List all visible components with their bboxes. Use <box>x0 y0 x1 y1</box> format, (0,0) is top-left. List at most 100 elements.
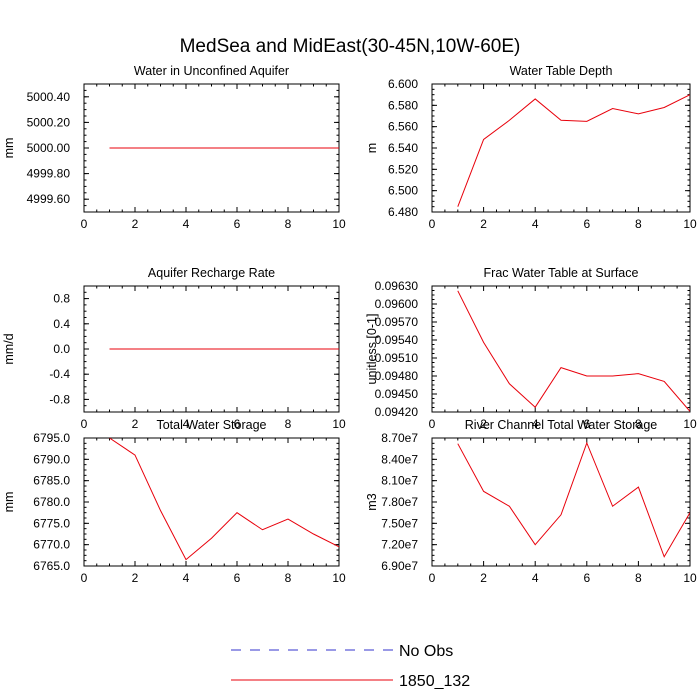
panel-title: Total Water Storage <box>156 418 266 432</box>
y-tick-label: -0.4 <box>49 367 70 381</box>
y-tick-label: 7.20e7 <box>381 538 418 552</box>
y-tick-label: 0.09630 <box>375 279 419 293</box>
y-tick-label: 0.09570 <box>375 315 419 329</box>
y-tick-label: 6785.0 <box>33 474 70 488</box>
y-tick-label: 6.580 <box>388 98 418 112</box>
y-tick-label: 5000.00 <box>27 141 71 155</box>
panel-1: 0 2 4 6 8 10 4999.60 4999.80 5000.00 5000.20 5000.… <box>2 64 346 231</box>
y-tick-label: 0.09450 <box>375 387 419 401</box>
y-axis-label: mm <box>2 138 16 159</box>
panel-5: 0 2 4 6 8 10 6765.0 6770.0 6775.0 6780.0 6785.0 679… <box>2 418 346 585</box>
y-tick-label: 6775.0 <box>33 516 70 530</box>
y-tick-label: 0.0 <box>53 342 70 356</box>
x-tick-label: 8 <box>285 571 292 585</box>
panel-4: 0 2 4 6 8 10 0.09420 0.09450 0.09480 0.09510 0.095… <box>365 266 697 431</box>
y-tick-label: 6770.0 <box>33 538 70 552</box>
y-tick-label: 8.10e7 <box>381 474 418 488</box>
x-tick-label: 10 <box>683 217 697 231</box>
y-tick-label: 6.520 <box>388 162 418 176</box>
x-tick-label: 10 <box>332 571 346 585</box>
x-tick-label: 2 <box>132 571 139 585</box>
series-line-1850-132 <box>109 438 339 561</box>
x-tick-label: 2 <box>480 217 487 231</box>
legend-label-1850-132: 1850_132 <box>399 673 470 690</box>
x-tick-label: 6 <box>234 571 241 585</box>
x-tick-label: 4 <box>532 571 539 585</box>
x-tick-label: 2 <box>132 417 139 431</box>
y-tick-label: 6.500 <box>388 184 418 198</box>
panel-title: Aquifer Recharge Rate <box>148 266 275 280</box>
x-tick-label: 10 <box>683 571 697 585</box>
x-tick-label: 0 <box>429 571 436 585</box>
y-tick-label: 7.50e7 <box>381 516 418 530</box>
x-tick-label: 4 <box>532 217 539 231</box>
x-tick-label: 4 <box>183 417 190 431</box>
x-tick-label: 8 <box>635 571 642 585</box>
y-tick-label: 0.09540 <box>375 333 419 347</box>
y-tick-label: 6.90e7 <box>381 559 418 573</box>
panel-6: 0 2 4 6 8 10 6.90e7 7.20e7 7.50e7 7.80e7 8.10e7 8.4… <box>365 418 697 585</box>
series-line-1850-132 <box>457 290 690 412</box>
x-tick-label: 0 <box>429 417 436 431</box>
y-tick-label: 0.8 <box>53 292 70 306</box>
y-tick-label: 6795.0 <box>33 431 70 445</box>
x-tick-label: 8 <box>285 417 292 431</box>
y-tick-label: 0.09510 <box>375 351 419 365</box>
x-tick-label: 0 <box>429 217 436 231</box>
x-tick-label: 8 <box>635 417 642 431</box>
y-tick-label: 6780.0 <box>33 495 70 509</box>
x-tick-label: 2 <box>132 217 139 231</box>
y-tick-label: 8.70e7 <box>381 431 418 445</box>
y-tick-label: 0.09420 <box>375 405 419 419</box>
x-tick-label: 0 <box>81 571 88 585</box>
series-line-1850-132 <box>457 441 690 558</box>
x-tick-label: 6 <box>234 217 241 231</box>
y-axis-label: m <box>365 143 379 153</box>
y-tick-label: 6.560 <box>388 120 418 134</box>
legend: No Obs 1850_132 <box>231 643 470 690</box>
panel-title: Water in Unconfined Aquifer <box>134 64 289 78</box>
x-tick-label: 4 <box>183 571 190 585</box>
y-tick-label: 6.480 <box>388 205 418 219</box>
x-tick-label: 2 <box>480 571 487 585</box>
y-tick-label: 6790.0 <box>33 452 70 466</box>
y-tick-label: 6.540 <box>388 141 418 155</box>
x-tick-label: 0 <box>81 217 88 231</box>
x-tick-label: 8 <box>635 217 642 231</box>
y-tick-label: 5000.40 <box>27 90 71 104</box>
y-tick-label: 4999.80 <box>27 167 71 181</box>
y-tick-label: 4999.60 <box>27 192 71 206</box>
x-tick-label: 6 <box>583 417 590 431</box>
x-tick-label: 4 <box>532 417 539 431</box>
series-line-1850-132 <box>457 94 690 207</box>
x-tick-label: 10 <box>332 217 346 231</box>
legend-label-no-obs: No Obs <box>399 643 453 660</box>
figure-title: MedSea and MidEast(30-45N,10W-60E) <box>180 36 521 57</box>
panel-3: 0 2 4 6 8 10 -0.8 -0.4 0.0 0.4 0.8 Aquifer Recharge… <box>2 266 346 431</box>
y-axis-label: mm <box>2 492 16 513</box>
y-tick-label: 0.09480 <box>375 369 419 383</box>
y-tick-label: 6.600 <box>388 77 418 91</box>
y-tick-label: 6765.0 <box>33 559 70 573</box>
y-tick-label: 5000.20 <box>27 115 71 129</box>
panel-title: Frac Water Table at Surface <box>484 266 639 280</box>
y-tick-label: 0.09600 <box>375 297 419 311</box>
x-tick-label: 6 <box>234 417 241 431</box>
x-tick-label: 8 <box>285 217 292 231</box>
x-tick-label: 0 <box>81 417 88 431</box>
panel-2: 0 2 4 6 8 10 6.480 6.500 6.520 6.540 6.560 6.580 6.6… <box>365 64 697 231</box>
y-axis-label: mm/d <box>2 333 16 364</box>
y-tick-label: -0.8 <box>49 392 70 406</box>
x-tick-label: 10 <box>683 417 697 431</box>
x-tick-label: 6 <box>583 217 590 231</box>
y-tick-label: 7.80e7 <box>381 495 418 509</box>
x-tick-label: 10 <box>332 417 346 431</box>
y-tick-label: 8.40e7 <box>381 452 418 466</box>
y-axis-label: unitless [0-1] <box>365 314 379 385</box>
x-tick-label: 4 <box>183 217 190 231</box>
x-tick-label: 2 <box>480 417 487 431</box>
panels: 0 2 4 6 8 10 4999.60 4999.80 5000.00 5000.20 5000.… <box>2 64 697 585</box>
x-tick-label: 6 <box>583 571 590 585</box>
y-tick-label: 0.4 <box>53 317 70 331</box>
